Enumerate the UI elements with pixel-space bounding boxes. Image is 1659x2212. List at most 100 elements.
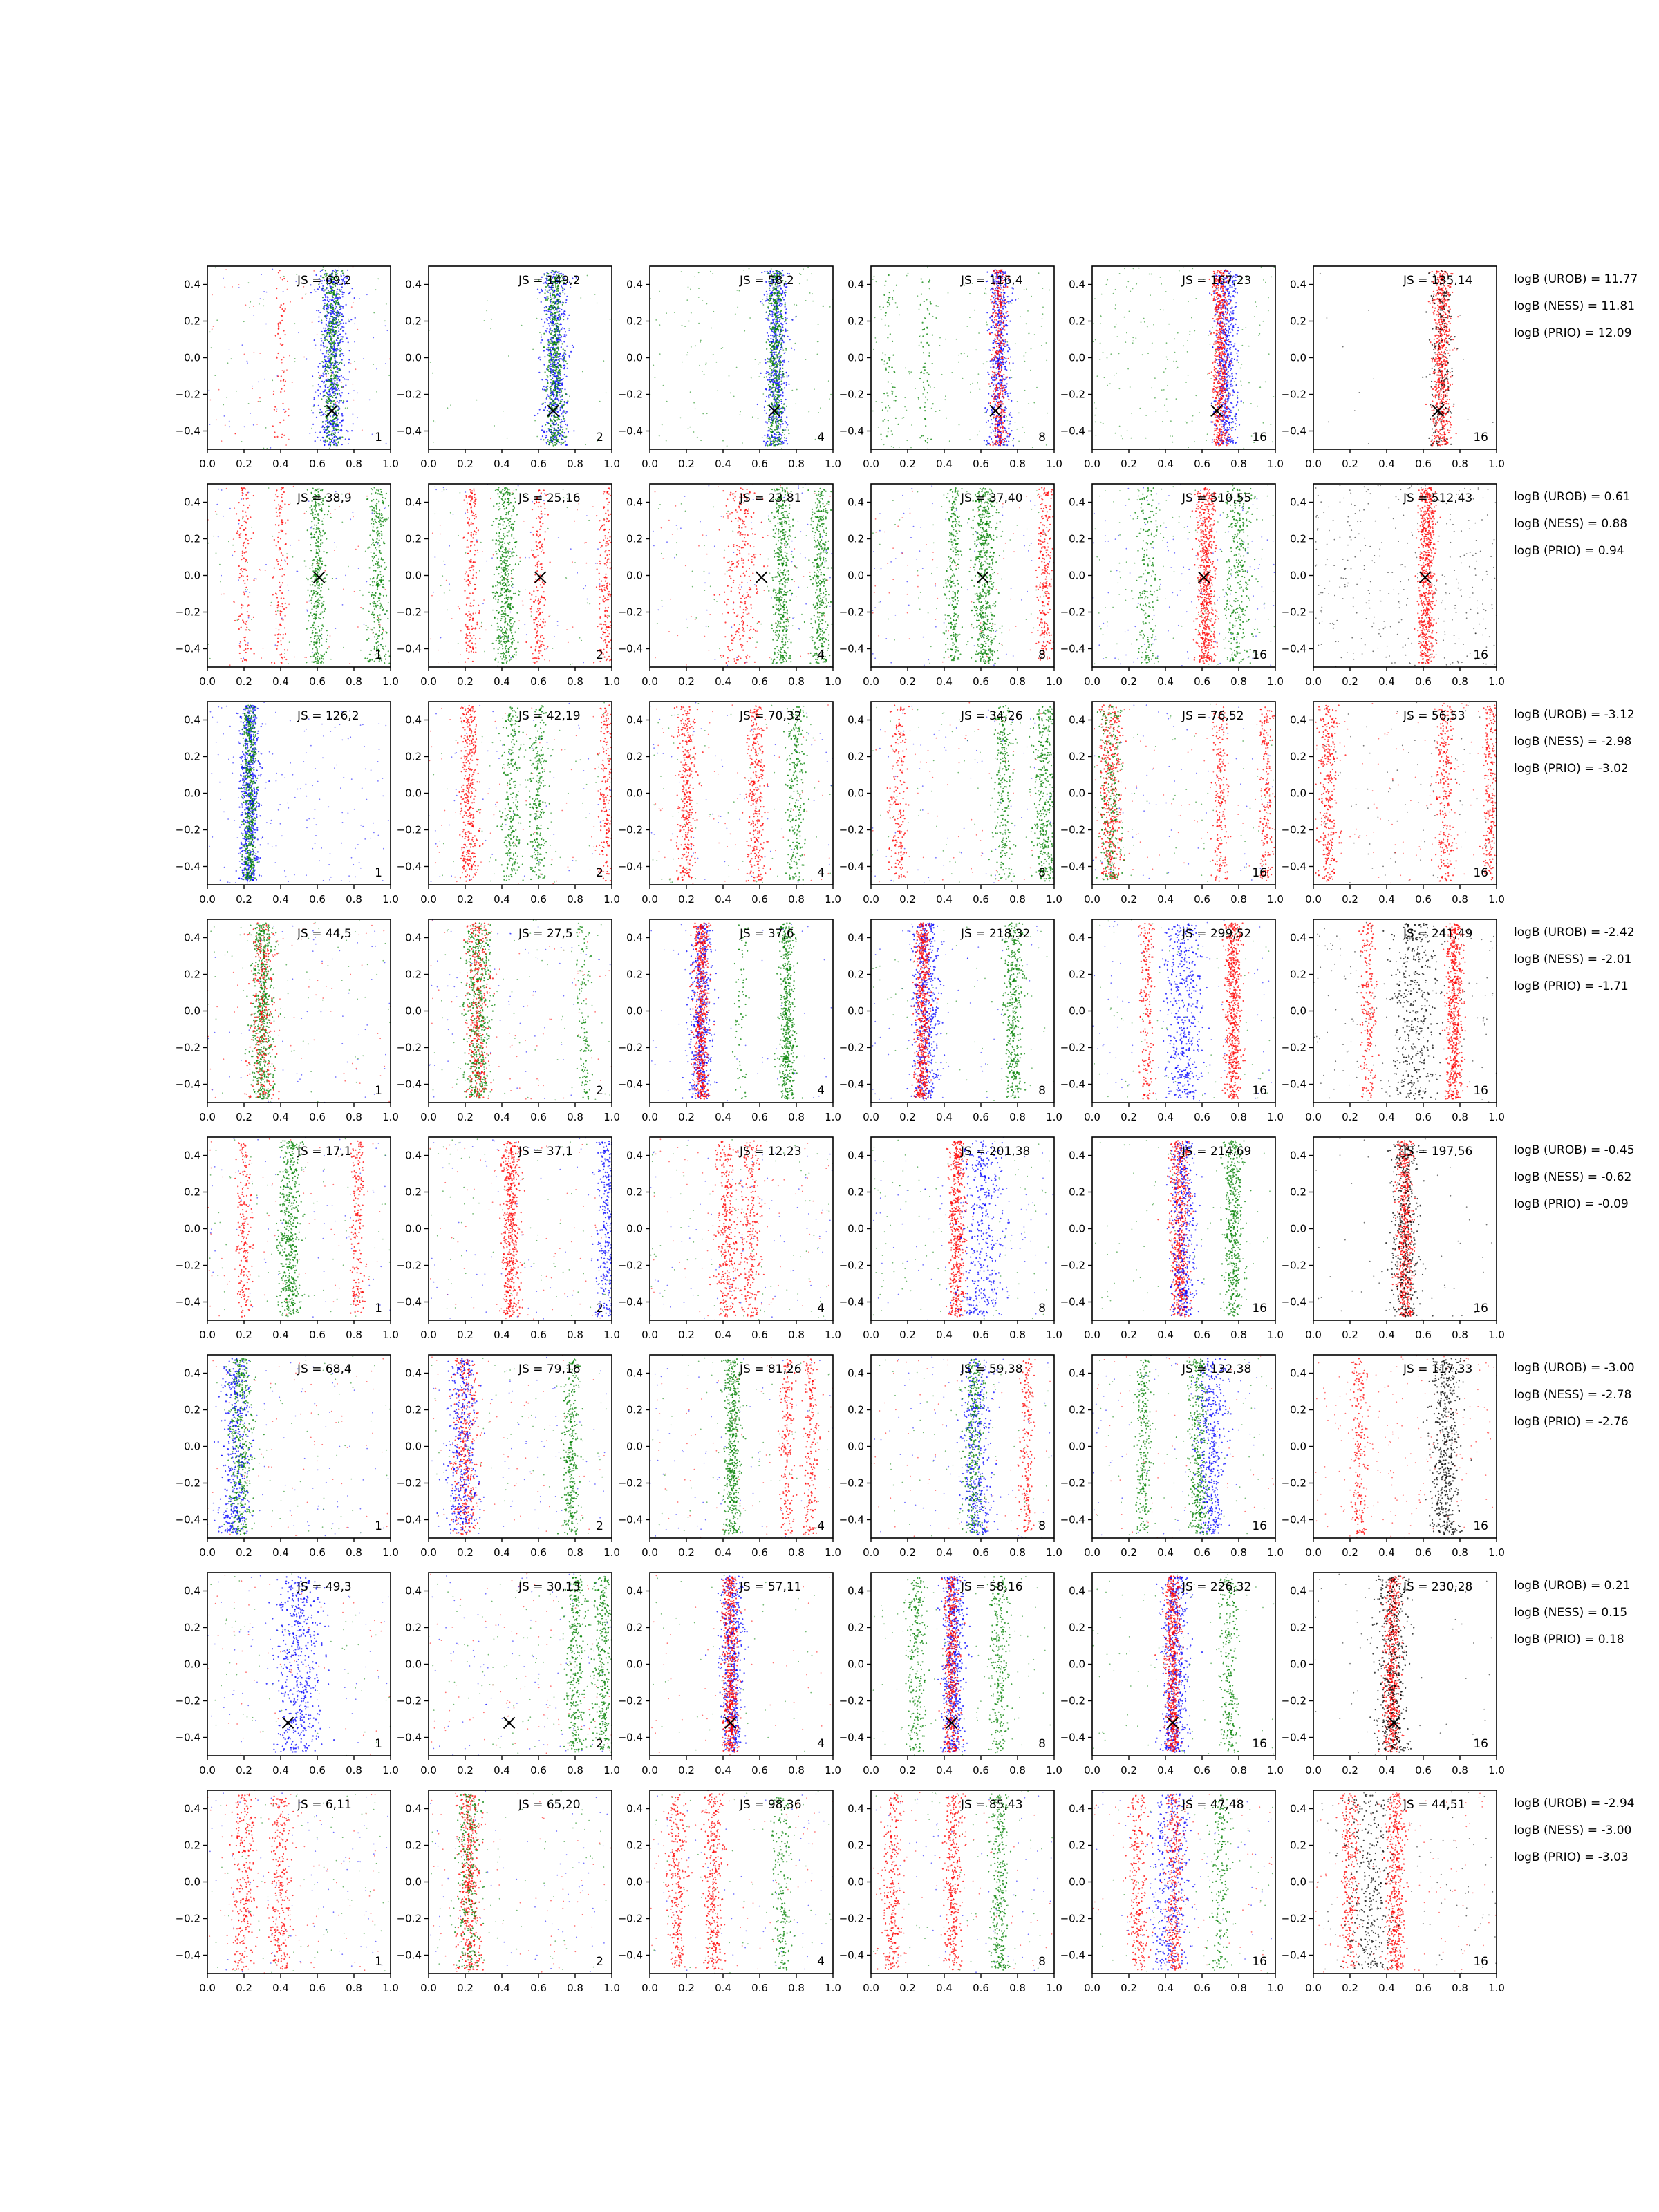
data-point [326,396,328,398]
data-point [339,437,341,439]
data-point [563,355,566,357]
data-point [521,324,523,326]
data-point [1004,366,1006,368]
data-point [776,328,778,330]
data-point [1018,440,1020,442]
data-point [997,325,1000,327]
data-point [767,437,769,440]
data-point [712,273,714,274]
data-point [742,442,743,444]
data-point [784,420,786,423]
data-point [328,351,330,353]
data-point [573,430,575,432]
data-point [332,418,335,421]
data-point [774,351,776,353]
data-point [341,362,343,364]
data-point [333,348,335,350]
data-point [274,436,276,438]
data-point [339,296,340,298]
data-point [1009,412,1012,414]
data-point [1002,430,1004,432]
data-point [699,364,700,366]
data-point [764,434,766,437]
data-point [554,295,556,297]
data-point [1005,360,1007,362]
data-point [778,353,780,355]
data-point [538,356,541,358]
data-point [563,341,565,343]
data-point [476,399,478,401]
data-point [301,297,303,299]
data-point [550,428,552,431]
data-point [221,440,223,442]
data-point [773,304,775,306]
data-point [333,310,335,312]
data-point [336,420,338,422]
data-point [1001,424,1003,426]
data-point [809,292,811,294]
data-point [875,401,877,402]
data-point [279,422,281,424]
data-point [283,330,285,332]
data-point [992,366,994,368]
data-point [303,356,305,358]
y-tick-label: 0.0 [626,352,643,364]
data-point [331,311,333,313]
data-point [762,393,765,395]
data-point [547,395,550,397]
data-point [720,348,722,349]
data-point [550,441,552,444]
data-point [552,306,554,308]
data-point [252,424,254,426]
data-point [997,436,1000,438]
data-point [555,290,558,292]
data-point [328,380,330,382]
data-point [302,276,304,279]
js-annotation: JS = 58,2 [739,274,794,288]
data-point [781,330,783,332]
data-point [317,366,319,368]
data-point [774,406,776,408]
data-point [780,418,782,421]
data-point [1012,440,1013,441]
data-point [375,289,377,291]
data-point [1007,301,1009,303]
data-point [327,355,329,358]
data-point [543,409,545,411]
data-point [334,391,336,393]
data-point [998,358,1000,360]
data-point [327,397,329,400]
data-point [331,348,333,350]
data-point [560,423,562,425]
data-point [992,379,994,381]
data-point [543,364,545,366]
data-point [776,364,778,366]
data-point [560,427,562,429]
data-point [543,386,545,388]
data-point [998,349,1001,351]
data-point [559,358,561,360]
data-point [326,369,328,371]
data-point [310,292,312,294]
data-point [769,270,771,272]
data-point [783,437,785,439]
data-point [1005,357,1007,359]
data-point [552,438,554,440]
data-point [281,319,283,321]
data-point [722,440,724,442]
data-point [324,355,326,357]
data-point [1009,347,1011,349]
data-point [553,433,555,435]
data-point [331,375,333,377]
data-point [995,427,997,429]
data-point [325,319,328,321]
data-point [339,368,341,370]
data-point [325,360,327,362]
data-point [563,432,565,434]
data-point [780,374,782,376]
data-point [887,431,889,433]
data-point [334,435,336,437]
data-point [776,344,778,346]
data-point [337,409,339,411]
data-point [562,291,564,293]
